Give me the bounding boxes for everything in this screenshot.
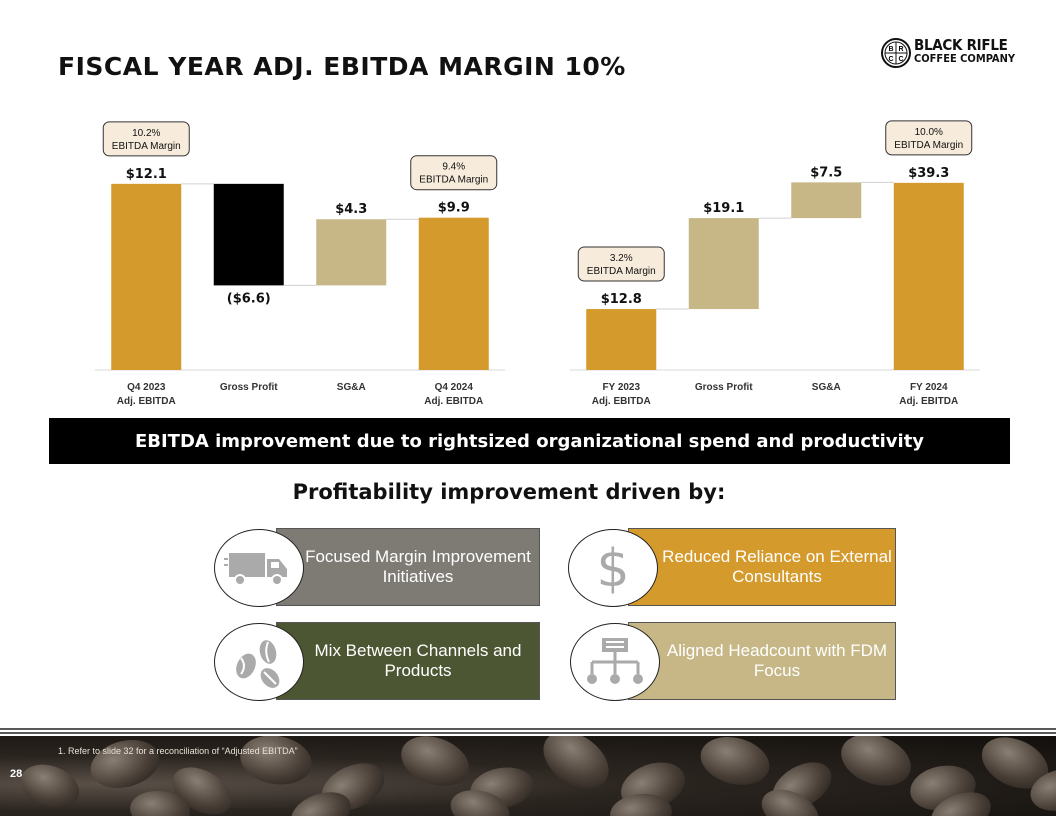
logo-badge-letter: B <box>888 46 893 53</box>
waterfall-bar <box>213 183 284 286</box>
margin-label: EBITDA Margin <box>587 266 656 277</box>
page-number: 28 <box>10 768 23 780</box>
coffee-bean-footer-image <box>0 736 1056 816</box>
ebitda-margin-callout <box>577 246 665 282</box>
page-title: FISCAL YEAR ADJ. EBITDA MARGIN 10% <box>58 52 626 81</box>
footnote: 1. Refer to slide 32 for a reconciliatio… <box>58 746 298 756</box>
data-label: $4.3 <box>335 202 367 217</box>
logo-name: BLACK RIFLE <box>914 36 1008 54</box>
category-tick-label: Gross Profit <box>695 382 753 393</box>
dollar-icon: $ <box>568 529 658 607</box>
margin-label: EBITDA Margin <box>112 141 181 152</box>
margin-percent: 3.2% <box>610 253 633 264</box>
ebitda-margin-callout <box>885 120 973 156</box>
margin-percent: 10.2% <box>132 128 160 139</box>
data-label: $7.5 <box>810 165 842 180</box>
footer-divider <box>0 728 1056 734</box>
waterfall-bar <box>893 182 964 370</box>
category-tick-label: Adj. EBITDA <box>424 396 483 407</box>
driver-channel-mix: Mix Between Channels and Products <box>214 622 544 702</box>
ebitda-margin-callout <box>102 121 190 157</box>
coffee-bean <box>85 736 165 796</box>
ebitda-improvement-banner: EBITDA improvement due to rightsized org… <box>49 418 1010 464</box>
coffee-bean <box>833 736 919 795</box>
margin-label: EBITDA Margin <box>419 175 488 186</box>
data-label: $12.1 <box>126 167 167 182</box>
data-label: $12.8 <box>601 292 642 307</box>
driver-margin-initiatives: Focused Margin Improvement Initiatives <box>214 528 544 608</box>
waterfall-bar <box>316 219 387 286</box>
driver-label: Aligned Headcount with FDM Focus <box>628 622 896 700</box>
company-logo: B R C C BLACK RIFLE COFFEE COMPANY <box>880 36 1020 72</box>
waterfall-bar <box>111 183 182 370</box>
truck-icon <box>214 529 304 607</box>
coffee-bean <box>236 736 316 790</box>
logo-badge-letter: R <box>898 46 903 53</box>
data-label: $19.1 <box>703 201 744 216</box>
org-chart-icon <box>570 623 660 701</box>
coffee-bean <box>532 736 620 801</box>
category-tick-label: Adj. EBITDA <box>592 396 651 407</box>
driver-label: Focused Margin Improvement Initiatives <box>276 528 540 606</box>
category-tick-label: Gross Profit <box>220 382 278 393</box>
quarterly-ebitda-waterfall-chart: $12.1 ($6.6) $4.3 $9.9 Q4 2023 Adj. EBITDA Gro… <box>95 121 505 407</box>
data-label: $9.9 <box>438 201 470 216</box>
waterfall-bar <box>688 218 759 310</box>
svg-text:$: $ <box>596 539 629 598</box>
category-tick-label: Q4 2024 <box>435 382 474 393</box>
category-tick-label: SG&A <box>812 382 841 393</box>
waterfall-bar <box>791 182 862 219</box>
driver-label: Reduced Reliance on External Consultants <box>628 528 896 606</box>
logo-badge-letter: C <box>888 56 893 63</box>
fiscal-year-ebitda-waterfall-chart: $12.8 $19.1 $7.5 $39.3 FY 2023 Adj. EBITDA Gro… <box>570 120 980 407</box>
logo-badge-icon: B R C C <box>881 38 911 68</box>
category-tick-label: SG&A <box>337 382 366 393</box>
margin-label: EBITDA Margin <box>894 140 963 151</box>
driver-reduced-consultants: Reduced Reliance on External Consultants… <box>568 528 898 608</box>
coffee-beans-icon <box>214 623 304 701</box>
margin-percent: 10.0% <box>915 127 943 138</box>
drivers-heading: Profitability improvement driven by: <box>292 480 726 504</box>
category-tick-label: FY 2024 <box>910 382 948 393</box>
category-tick-label: FY 2023 <box>602 382 640 393</box>
coffee-bean <box>394 736 476 795</box>
coffee-bean <box>695 736 775 793</box>
coffee-bean <box>14 756 86 816</box>
margin-percent: 9.4% <box>442 162 465 173</box>
category-tick-label: Adj. EBITDA <box>899 396 958 407</box>
category-tick-label: Adj. EBITDA <box>117 396 176 407</box>
driver-aligned-headcount: Aligned Headcount with FDM Focus <box>570 622 898 702</box>
logo-badge-letter: C <box>898 56 903 63</box>
waterfall-bar <box>586 309 657 370</box>
category-tick-label: Q4 2023 <box>127 382 166 393</box>
data-label: ($6.6) <box>227 291 271 306</box>
data-label: $39.3 <box>908 166 949 181</box>
ebitda-margin-callout <box>410 155 498 191</box>
driver-label: Mix Between Channels and Products <box>276 622 540 700</box>
waterfall-bar <box>418 217 489 370</box>
logo-subname: COFFEE COMPANY <box>914 52 1016 65</box>
